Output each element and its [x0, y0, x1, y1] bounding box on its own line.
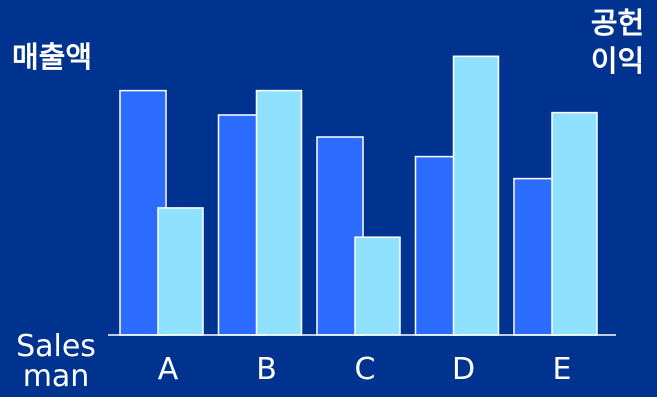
right-series-title-line-2: 이익 [590, 44, 645, 78]
x-tick-label-b: B [256, 352, 277, 387]
x-tick-label-a: A [158, 352, 179, 387]
bar-e-series-2 [551, 111, 598, 336]
right-series-title: 공헌 이익 [578, 4, 657, 80]
x-axis-title: Sales man [16, 329, 96, 394]
right-series-title-line-1: 공헌 [590, 6, 645, 40]
bar-d-series-2 [452, 55, 500, 336]
x-tick-label-d: D [452, 352, 475, 387]
bars-group [119, 55, 598, 336]
x-tick-label-e: E [553, 352, 572, 387]
x-tick-label-c: C [355, 352, 376, 387]
bar-c-series-2 [354, 236, 401, 336]
bar-a-series-2 [157, 207, 204, 336]
bar-b-series-2 [255, 89, 303, 336]
x-tick-labels: A B C D E [158, 352, 572, 387]
left-series-title: 매출액 [12, 40, 93, 74]
